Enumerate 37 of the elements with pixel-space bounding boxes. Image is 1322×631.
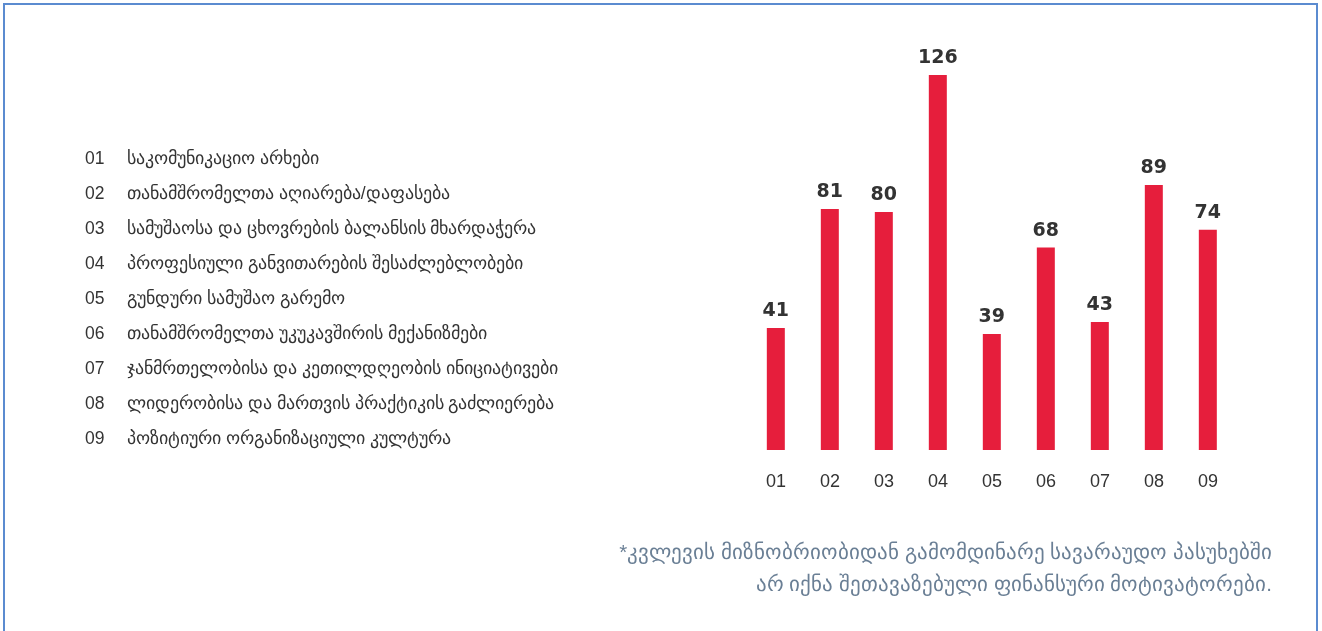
x-tick-label: 04	[927, 470, 949, 491]
x-tick-label: 07	[1089, 470, 1111, 491]
text: 02 თანამშრომელთა აღიარება/დაფასება	[85, 183, 450, 203]
bar	[1144, 185, 1163, 450]
text: 05 გუნდური სამუშაო გარემო	[85, 288, 345, 308]
x-tick-label: 08	[1143, 470, 1165, 491]
x-tick-label: 09	[1197, 470, 1219, 491]
text: 07 ჯანმრთელობისა და კეთილდღეობის ინიციატივები	[85, 358, 558, 378]
data-label: 80	[870, 181, 898, 204]
x-tick-label: 03	[873, 470, 895, 491]
data-label: 43	[1086, 292, 1114, 315]
text: 01 საკომუნიკაციო არხები	[85, 148, 319, 168]
x-tick-label: 06	[1035, 470, 1057, 491]
data-label: 81	[816, 178, 844, 201]
bar	[820, 208, 839, 450]
x-tick-label: 02	[819, 470, 841, 491]
bar	[928, 75, 947, 450]
data-label: 126	[917, 45, 958, 67]
data-label: 74	[1194, 199, 1222, 222]
bar	[982, 333, 1001, 450]
text: 06 თანამშრომელთა უკუკავშირის მექანიზმები	[85, 323, 487, 343]
text: 03 სამუშაოსა და ცხოვრების ბალანსის მხარდაჭერა	[85, 218, 537, 238]
x-tick-label: 05	[981, 470, 1003, 491]
data-label: 89	[1140, 155, 1168, 178]
text: 09 პოზიტიური ორგანიზაციული კულტურა	[85, 428, 451, 448]
bar	[1090, 322, 1109, 450]
bar	[874, 211, 893, 450]
bar	[1036, 247, 1055, 450]
data-label: 68	[1032, 217, 1060, 240]
data-label: 41	[762, 297, 790, 320]
text: *კვლევის მიზნობრიობიდან გამომდინარე სავარაუდო პასუხებში არ იქნა შეთავაზებული ფინანსური მოტივატორები.	[619, 539, 1272, 598]
bar	[766, 327, 785, 450]
text: 04 პროფესიული განვითარების შესაძლებლობები	[85, 253, 523, 273]
text: 08 ლიდერობისა და მართვის პრაქტიკის გაძლიერება	[85, 393, 555, 413]
data-label: 39	[978, 303, 1006, 326]
bar	[1198, 229, 1217, 450]
x-tick-label: 01	[765, 470, 787, 491]
